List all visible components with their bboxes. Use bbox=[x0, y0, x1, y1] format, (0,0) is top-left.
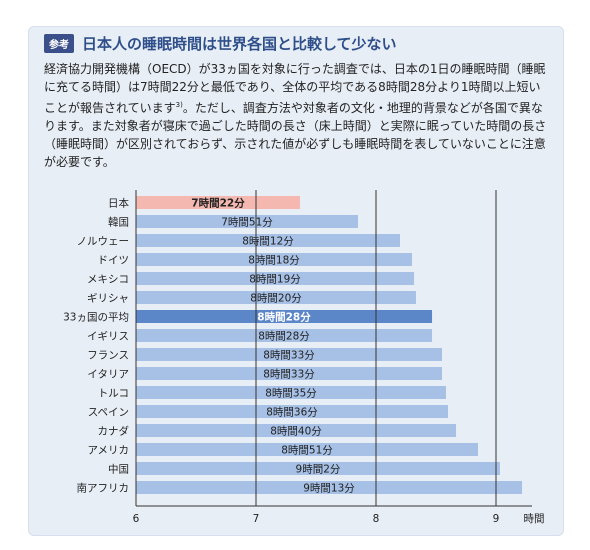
footnote-ref: 3) bbox=[175, 101, 183, 109]
section-title: 日本人の睡眠時間は世界各国と比較して少ない bbox=[82, 34, 397, 53]
reference-badge: 参考 bbox=[44, 33, 74, 53]
paragraph-text-main: 経済協力開発機構（OECD）が33ヵ国を対象に行った調査では、日本の1日の睡眠時… bbox=[44, 62, 546, 115]
paragraph-text-rest: 。ただし、調査方法や対象者の文化・地理的背景などが各国で異なります。また対象者が… bbox=[44, 101, 547, 169]
title-row: 参考 日本人の睡眠時間は世界各国と比較して少ない bbox=[44, 32, 397, 54]
body-paragraph: 経済協力開発機構（OECD）が33ヵ国を対象に行った調査では、日本の1日の睡眠時… bbox=[44, 60, 552, 171]
